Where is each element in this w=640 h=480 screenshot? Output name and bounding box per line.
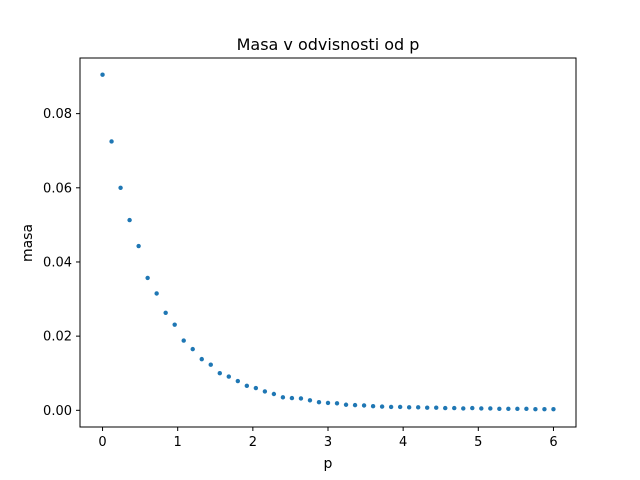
- data-point: [271, 391, 277, 397]
- data-point: [479, 406, 484, 411]
- x-tick-label: 6: [549, 435, 557, 450]
- data-point: [488, 406, 493, 411]
- data-point: [154, 291, 159, 296]
- data-point: [307, 398, 313, 403]
- x-tick-label: 3: [324, 435, 332, 450]
- y-tick-label: 0.00: [43, 404, 72, 419]
- x-axis: 0 1 2 3 4 5 6: [98, 427, 558, 450]
- data-point: [506, 406, 511, 412]
- data-point: [425, 405, 430, 410]
- data-point: [199, 356, 204, 362]
- data-point: [208, 362, 213, 367]
- data-point: [163, 310, 168, 315]
- data-point: [388, 404, 394, 410]
- data-point: [145, 275, 150, 281]
- data-point: [515, 406, 520, 412]
- data-point: [370, 404, 376, 409]
- data-point: [118, 185, 123, 190]
- data-point: [352, 402, 358, 408]
- data-point: [542, 406, 547, 412]
- data-point: [334, 401, 340, 406]
- data-point: [217, 371, 222, 376]
- data-point: [172, 322, 177, 327]
- data-point: [470, 405, 475, 411]
- data-point: [397, 404, 403, 410]
- x-tick-label: 2: [249, 435, 257, 450]
- data-points: [100, 72, 556, 412]
- data-point: [379, 404, 385, 409]
- data-point: [551, 406, 556, 412]
- plot-area-frame: [79, 57, 577, 428]
- data-point: [533, 406, 538, 412]
- data-point: [461, 406, 466, 411]
- data-point: [343, 402, 349, 407]
- x-tick-label: 4: [399, 435, 407, 450]
- data-point: [452, 405, 457, 411]
- data-point: [136, 243, 141, 249]
- data-point: [235, 378, 241, 384]
- x-tick-label: 0: [98, 435, 106, 450]
- data-point: [100, 72, 105, 77]
- data-point: [325, 400, 331, 406]
- data-point: [443, 405, 448, 411]
- y-axis: 0.00 0.02 0.04 0.06 0.08: [43, 107, 80, 419]
- data-point: [190, 346, 195, 352]
- chart-title: Masa v odvisnosti od p: [237, 35, 420, 54]
- y-tick-label: 0.08: [43, 107, 72, 122]
- data-point: [316, 399, 322, 405]
- data-point: [127, 217, 132, 223]
- y-tick-label: 0.04: [43, 255, 72, 270]
- data-point: [289, 395, 295, 401]
- data-point: [406, 405, 412, 410]
- data-point: [181, 338, 186, 343]
- y-tick-label: 0.02: [43, 330, 72, 345]
- y-axis-label: masa: [20, 224, 36, 262]
- data-point: [298, 396, 304, 401]
- data-point: [524, 406, 529, 412]
- y-tick-label: 0.06: [43, 181, 72, 196]
- data-point: [244, 383, 250, 389]
- x-axis-label: p: [324, 456, 333, 472]
- x-tick-label: 5: [474, 435, 482, 450]
- data-point: [262, 389, 268, 394]
- x-tick-label: 1: [174, 435, 182, 450]
- data-point: [361, 403, 367, 408]
- data-point: [253, 385, 259, 391]
- data-point: [497, 406, 502, 412]
- data-point: [280, 395, 286, 400]
- data-point: [434, 405, 439, 410]
- data-point: [415, 405, 421, 410]
- data-point: [109, 139, 114, 144]
- data-point: [226, 374, 231, 379]
